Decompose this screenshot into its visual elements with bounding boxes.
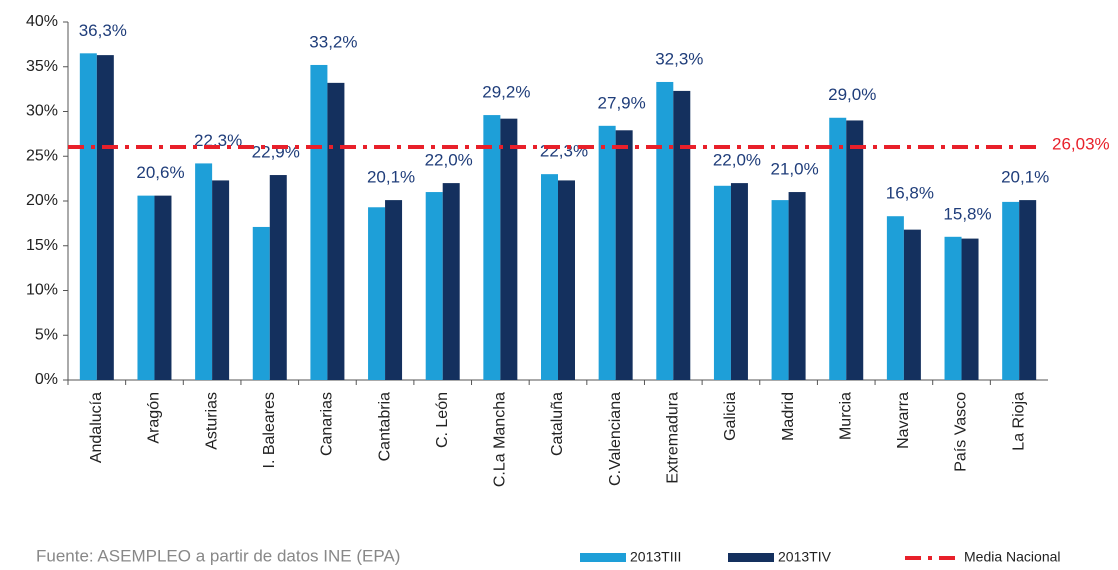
bar [961, 238, 979, 380]
value-label: 16,8% [886, 184, 934, 203]
x-tick-label: País Vasco [953, 392, 970, 472]
bar [269, 175, 287, 380]
x-tick-label: Aragón [146, 392, 163, 444]
x-tick-label: Asturias [203, 392, 220, 450]
bar [500, 118, 518, 380]
bar [598, 125, 616, 380]
value-label: 29,2% [482, 83, 530, 102]
bar [154, 195, 172, 380]
bar [385, 200, 403, 380]
bar [425, 192, 443, 380]
x-tick-label: Navarra [895, 392, 912, 449]
bar [713, 185, 731, 380]
legend-swatch [728, 553, 774, 562]
value-label: 36,3% [79, 21, 127, 40]
x-tick-label: C.La Mancha [492, 392, 509, 487]
bar [788, 192, 806, 380]
bar [846, 120, 864, 380]
bar [615, 130, 633, 380]
y-tick-label: 15% [26, 237, 58, 254]
bar [96, 55, 114, 381]
value-label: 27,9% [598, 93, 646, 112]
value-label: 22,0% [713, 151, 761, 170]
bar [944, 236, 962, 380]
x-tick-label: Canarias [319, 392, 336, 456]
bar [771, 200, 789, 380]
value-label: 22,0% [425, 151, 473, 170]
value-label: 21,0% [770, 160, 818, 179]
bar [212, 180, 230, 380]
x-tick-label: Extremadura [665, 392, 682, 484]
bar [903, 229, 921, 380]
x-tick-label: Cataluña [549, 392, 566, 456]
bar [195, 163, 213, 380]
legend-swatch [580, 553, 626, 562]
bar [886, 216, 904, 380]
value-label: 20,1% [1001, 168, 1049, 187]
value-label: 29,0% [828, 85, 876, 104]
bar [252, 226, 270, 380]
value-label: 20,6% [136, 163, 184, 182]
bar [79, 53, 97, 380]
x-tick-label: Andalucía [88, 392, 105, 463]
bar [673, 90, 691, 380]
bar [541, 174, 558, 380]
y-tick-label: 20% [26, 192, 58, 209]
y-tick-label: 5% [35, 326, 58, 343]
value-label: 20,1% [367, 168, 415, 187]
x-tick-label: I. Baleares [261, 392, 278, 468]
legend-label: Media Nacional [964, 549, 1061, 565]
x-tick-label: Cantabria [376, 392, 393, 461]
x-tick-label: Murcia [837, 392, 854, 440]
reference-label: 26,03% [1052, 135, 1110, 154]
y-tick-label: 35% [26, 58, 58, 75]
x-tick-label: C.Valenciana [607, 392, 624, 486]
value-label: 33,2% [309, 32, 357, 51]
bar [483, 115, 501, 380]
bar [1019, 200, 1037, 380]
value-label: 22,3% [540, 142, 588, 161]
y-tick-label: 0% [35, 371, 58, 388]
legend-label: 2013TIV [778, 549, 832, 565]
y-tick-label: 40% [26, 13, 58, 30]
bar [310, 64, 328, 381]
legend-label: 2013TIII [630, 549, 681, 565]
value-label: 32,3% [655, 49, 703, 68]
y-tick-label: 10% [26, 282, 58, 299]
bar [656, 81, 674, 380]
x-tick-label: Madrid [780, 392, 797, 441]
y-tick-label: 30% [26, 103, 58, 120]
bar [368, 207, 386, 380]
x-tick-label: C. León [434, 392, 451, 448]
bar [558, 180, 575, 380]
bar [442, 183, 460, 380]
x-tick-label: La Rioja [1010, 392, 1027, 451]
x-tick-label: Galicia [722, 392, 739, 441]
value-label: 15,8% [943, 204, 991, 223]
bar [137, 195, 155, 380]
bar [730, 183, 748, 380]
bar [1002, 201, 1020, 380]
bar [327, 82, 345, 381]
source-note: Fuente: ASEMPLEO a partir de datos INE (… [36, 546, 400, 565]
bar [829, 117, 847, 380]
y-tick-label: 25% [26, 147, 58, 164]
